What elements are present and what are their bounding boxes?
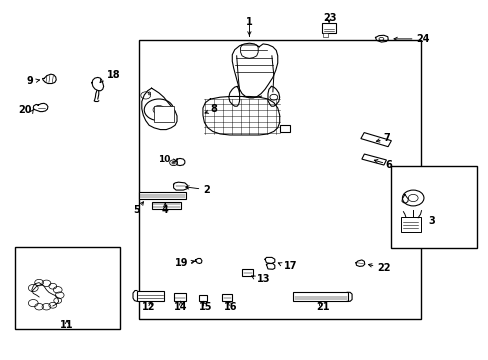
Bar bbox=[139, 40, 420, 319]
Bar bbox=[361, 154, 386, 165]
Text: 8: 8 bbox=[210, 104, 217, 114]
Text: 20: 20 bbox=[18, 105, 32, 115]
Bar bbox=[321, 23, 336, 33]
Bar bbox=[293, 292, 347, 301]
Bar bbox=[400, 217, 420, 232]
Text: 10: 10 bbox=[158, 155, 170, 164]
Text: 24: 24 bbox=[416, 34, 429, 44]
Bar bbox=[15, 247, 120, 329]
Bar bbox=[242, 269, 252, 276]
Text: 13: 13 bbox=[256, 274, 270, 284]
Text: 12: 12 bbox=[142, 302, 156, 312]
Text: 2: 2 bbox=[203, 185, 209, 195]
Text: 17: 17 bbox=[283, 261, 297, 271]
Bar bbox=[222, 294, 232, 301]
Bar bbox=[322, 33, 327, 37]
Text: 15: 15 bbox=[198, 302, 212, 312]
Text: 23: 23 bbox=[323, 13, 336, 23]
Text: 7: 7 bbox=[382, 132, 389, 143]
Bar bbox=[137, 291, 163, 301]
Text: 4: 4 bbox=[162, 204, 168, 215]
Bar bbox=[139, 192, 185, 199]
Text: 22: 22 bbox=[377, 263, 390, 273]
Bar bbox=[151, 202, 181, 209]
Text: 11: 11 bbox=[60, 320, 74, 330]
Text: 9: 9 bbox=[26, 76, 33, 86]
Text: 19: 19 bbox=[174, 258, 188, 268]
Bar bbox=[390, 166, 476, 248]
Text: 6: 6 bbox=[385, 160, 391, 170]
Circle shape bbox=[172, 162, 175, 164]
Text: 21: 21 bbox=[315, 302, 329, 312]
Bar bbox=[280, 125, 289, 132]
Text: 18: 18 bbox=[106, 70, 120, 80]
Text: 14: 14 bbox=[174, 302, 187, 312]
Text: 5: 5 bbox=[133, 204, 140, 215]
Bar bbox=[154, 106, 173, 122]
Text: 16: 16 bbox=[224, 302, 237, 312]
Bar bbox=[360, 132, 390, 147]
Text: 1: 1 bbox=[245, 17, 252, 27]
Bar bbox=[174, 293, 186, 301]
Text: 3: 3 bbox=[427, 216, 434, 226]
Bar bbox=[198, 295, 207, 301]
